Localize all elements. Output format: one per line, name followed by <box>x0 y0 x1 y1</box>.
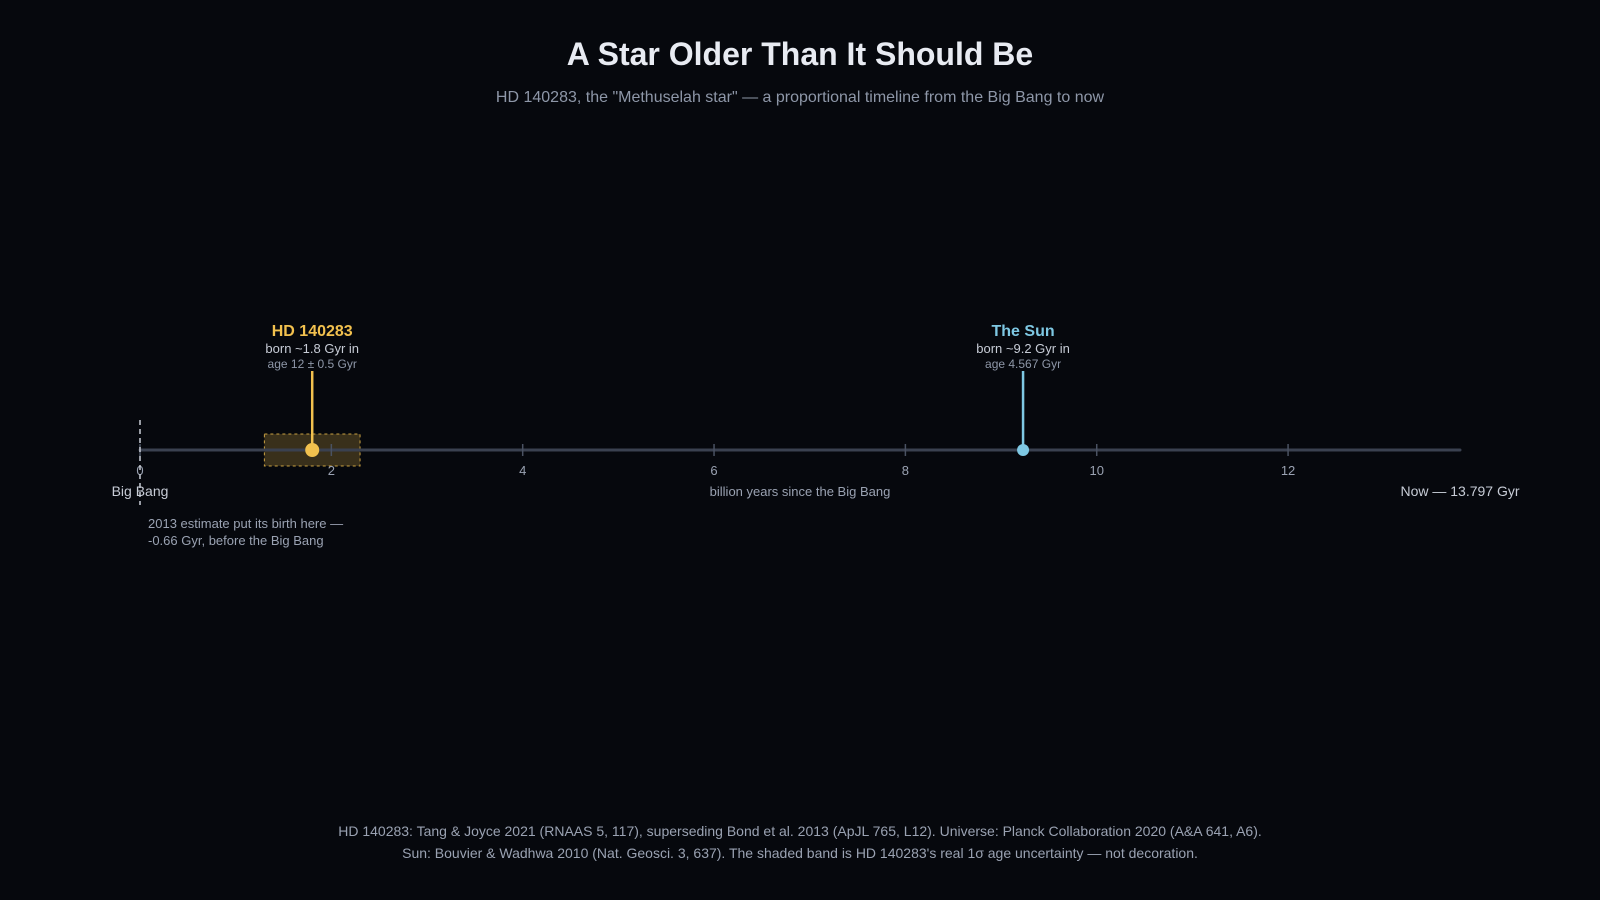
tick-label-8: 8 <box>902 463 909 478</box>
tick-label-4: 4 <box>519 463 526 478</box>
annotation-line-1: 2013 estimate put its birth here — <box>148 516 343 531</box>
hd140283-detail: born ~1.8 Gyr in <box>265 341 359 356</box>
sun-detail: born ~9.2 Gyr in <box>976 341 1070 356</box>
footer-line-2: Sun: Bouvier & Wadhwa 2010 (Nat. Geosci.… <box>402 845 1198 861</box>
tick-label-12: 12 <box>1281 463 1295 478</box>
big-bang-label: Big Bang <box>112 483 169 499</box>
chart-title: A Star Older Than It Should Be <box>566 36 1034 72</box>
tick-label-6: 6 <box>710 463 717 478</box>
hd140283-age: age 12 ± 0.5 Gyr <box>268 357 357 371</box>
source-footer: HD 140283: Tang & Joyce 2021 (RNAAS 5, 1… <box>0 820 1600 864</box>
hd140283-point <box>305 443 320 457</box>
axis-ticks: 0 2 4 6 8 10 12 <box>136 444 1295 478</box>
annotation-line-2: -0.66 Gyr, before the Big Bang <box>148 533 324 548</box>
hd140283-name: HD 140283 <box>272 323 353 340</box>
tick-label-10: 10 <box>1089 463 1103 478</box>
chart-subtitle: HD 140283, the "Methuselah star" — a pro… <box>495 89 1105 106</box>
sun-age: age 4.567 Gyr <box>985 357 1061 371</box>
tick-label-0: 0 <box>136 463 143 478</box>
sun-name: The Sun <box>992 323 1055 340</box>
sun-point <box>1017 444 1030 456</box>
footer-line-1: HD 140283: Tang & Joyce 2021 (RNAAS 5, 1… <box>338 823 1262 839</box>
now-label: Now — 13.797 Gyr <box>1400 483 1519 499</box>
tick-label-2: 2 <box>328 463 335 478</box>
x-axis-label: billion years since the Big Bang <box>710 484 891 499</box>
